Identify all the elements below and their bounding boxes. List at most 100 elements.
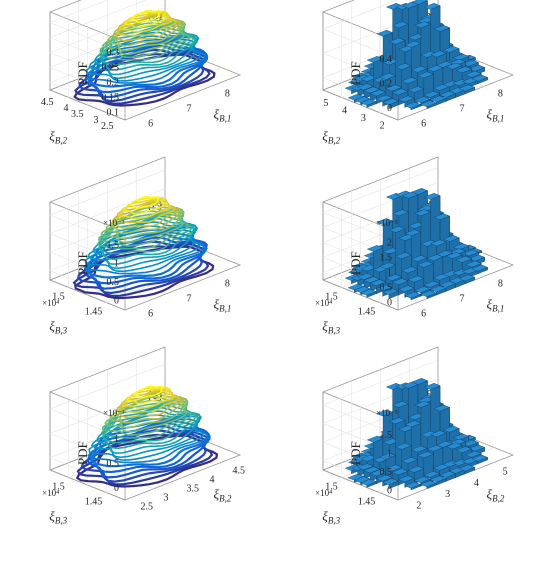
contour-line [112,16,182,47]
bar-top [375,94,393,102]
bar-top [458,274,476,282]
y-axis-label: ξB,3 [322,319,340,336]
bar-top [404,40,422,48]
z-tick-label: 0 [387,298,392,309]
contour-line [76,240,208,295]
bar-top [398,475,415,483]
y-axis-label: ξB,2 [49,129,67,146]
z-tick-label: 0.5 [107,277,120,288]
contour-line [72,243,210,297]
x-axis-label-base: ξ [214,107,220,122]
y-axis-label-base: ξ [49,319,55,334]
bar-top [443,425,460,433]
x-tick-label: 3 [445,489,450,500]
bar-top [455,446,473,453]
contour-line [130,9,162,24]
y-axis-label-sub: B,3 [328,516,341,526]
x-axis-label: ξB,1 [214,297,232,314]
bar-top [363,276,381,283]
bar-top [357,83,374,91]
z-tick-label: 1.5 [380,253,393,264]
y-tick-label: 5 [323,98,328,109]
contour-line [84,38,207,84]
x-tick-label: 7 [460,104,465,115]
bar-top [392,209,409,217]
contour-line [86,230,207,279]
bar-top [407,275,425,283]
grid-line [322,359,439,436]
y-tick-label: 1.45 [85,307,103,318]
z-tick-label: 1 [114,259,119,270]
y-axis-label-sub: B,2 [55,136,68,146]
bar-top [407,86,425,93]
x-tick-label: 6 [148,119,153,130]
grid-line [49,363,166,440]
z-tick-label: 0.5 [107,458,120,469]
z-multiplier: ×10⁻³ [103,218,125,228]
bar-top [376,409,393,417]
contour-line [125,386,170,405]
y-axis-label-base: ξ [322,509,328,524]
y-axis-label: ξB,2 [322,129,340,146]
bar-top [388,226,406,233]
bar-top [404,420,422,428]
panel-a: (a)0.10.150.20.250.3PDF6782.533.544.5ξB,… [41,0,242,146]
z-tick-label: 0.2 [380,78,393,89]
bar-top [366,435,384,443]
x-axis-label-sub: B,1 [492,114,504,124]
y-axis-label-base: ξ [49,509,55,524]
y-multiplier: ×10⁴ [315,298,332,308]
bar-top [410,255,428,262]
bar-top [420,480,437,488]
y-multiplier: ×10⁴ [315,488,332,498]
bar-top [382,98,399,105]
bar-top [452,243,470,250]
z-tick-label: 1 [114,434,119,445]
bar-top [388,37,406,45]
bar-top [439,471,456,478]
z-tick-label: 0.3 [107,48,120,59]
z-tick-label: 1 [387,449,392,460]
y-tick-label: 1.5 [52,292,65,303]
bar-top [458,464,476,472]
contour-line [88,415,205,461]
x-tick-label: 3.5 [187,484,200,495]
bar-top [429,285,447,293]
bar-top [382,478,399,485]
bar-top [357,273,374,280]
z-tick-label: 0.1 [107,108,120,119]
y-tick-label: 2.5 [101,121,114,132]
bar-top [471,74,488,82]
bar-top [353,286,371,293]
bar-top [414,401,431,408]
y-axis-label-base: ξ [322,319,328,334]
bar-top [353,476,371,483]
z-tick-label: 0.5 [380,283,393,294]
bar-top [433,273,450,281]
z-axis-label: PDF [75,251,90,275]
bar-top [433,404,451,412]
x-axis-label: ξB,1 [487,297,505,314]
contour-line [97,211,189,247]
bar-top [369,469,387,477]
bar-top [423,3,441,10]
bar-top [379,262,396,269]
bar-top [398,95,415,103]
bar-top [455,256,473,263]
bar-top [382,288,399,295]
y-tick-label: 4 [342,105,347,116]
z-tick-label: 1.5 [380,430,393,441]
bar-top [404,291,421,299]
y-tick-label: 1.5 [325,292,338,303]
bar-top [376,30,393,37]
y-axis-label-sub: B,3 [328,326,341,336]
floor [48,424,242,501]
grid-line [49,169,166,246]
y-tick-label: 4 [64,103,69,114]
contour-line [117,198,171,220]
z-tick-label: 0.4 [380,54,393,65]
z-multiplier: ×10⁻³ [376,218,398,228]
